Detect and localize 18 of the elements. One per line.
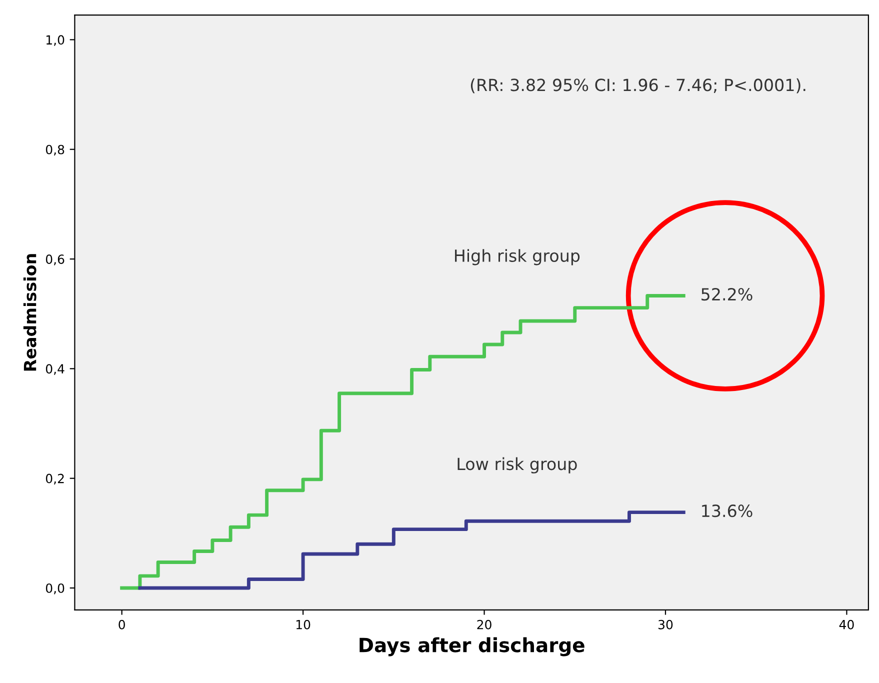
- y-tick-label: 0,8: [46, 144, 64, 156]
- x-tick-label: 30: [658, 620, 673, 630]
- annotation: 52.2%: [702, 288, 752, 301]
- x-axis-title: Days after discharge: [360, 637, 584, 656]
- y-tick-label: 1,0: [46, 35, 64, 46]
- y-tick-label: 0,0: [46, 583, 64, 594]
- y-tick-label: 0,6: [46, 254, 64, 266]
- x-tick-label: 0: [118, 620, 125, 630]
- text: Low risk group: [458, 457, 577, 474]
- x-tick-label: 10: [296, 620, 310, 630]
- annotation: (RR: 3.82 95% CI: 1.96 - 7.46; P<.0001).: [470, 78, 806, 94]
- text: High risk group: [455, 249, 580, 266]
- x-tick-label: 40: [839, 620, 854, 630]
- y-axis-title: Readmission: [23, 254, 36, 371]
- y-tick-label: 0,2: [46, 474, 64, 485]
- annotation: 13.6%: [702, 504, 752, 518]
- x-tick-label: 20: [477, 620, 492, 630]
- y-tick-label: 0,4: [46, 364, 64, 375]
